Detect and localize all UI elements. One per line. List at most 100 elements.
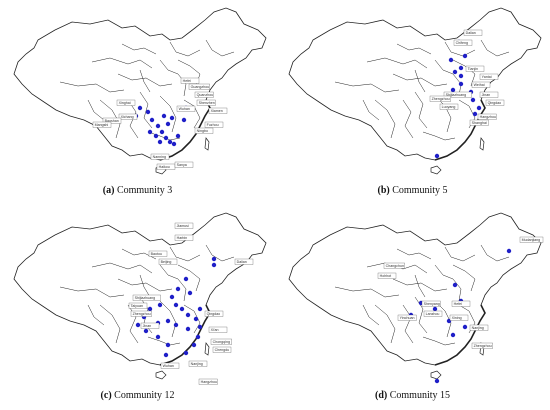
city-label: Wuhan bbox=[176, 105, 196, 112]
city-node bbox=[149, 117, 155, 123]
label-box bbox=[180, 77, 200, 84]
city-nodes bbox=[434, 39, 482, 159]
label-box bbox=[174, 222, 194, 229]
province-border bbox=[159, 95, 177, 133]
label-box bbox=[479, 91, 499, 98]
label-text: Chengdu bbox=[215, 348, 230, 352]
city-node bbox=[452, 69, 458, 75]
label-text: Ningbo bbox=[197, 129, 208, 133]
city-label: Jiamusi bbox=[174, 222, 194, 229]
label-text: Baoshan bbox=[105, 119, 119, 123]
province-border bbox=[169, 246, 201, 262]
label-text: Hefei bbox=[454, 302, 463, 306]
label-text: Zhengzhou bbox=[474, 344, 492, 348]
label-text: Haikou bbox=[159, 165, 170, 169]
city-node bbox=[137, 105, 143, 111]
panel-letter: (c) bbox=[100, 390, 112, 401]
city-label: Fuzhou bbox=[204, 121, 224, 128]
city-label: Nanjing bbox=[188, 360, 208, 367]
city-label: Shijiazhuang bbox=[132, 294, 161, 301]
taiwan-island bbox=[479, 137, 485, 151]
city-node bbox=[458, 65, 464, 71]
city-node bbox=[185, 326, 191, 332]
city-node bbox=[197, 306, 203, 312]
label-box bbox=[204, 310, 224, 317]
city-node bbox=[462, 324, 468, 330]
province-border bbox=[87, 99, 105, 121]
city-node bbox=[147, 129, 153, 135]
label-box bbox=[397, 314, 417, 321]
city-node bbox=[169, 115, 175, 121]
city-node bbox=[470, 97, 476, 103]
country-outline bbox=[13, 212, 267, 366]
panel-title: Community 3 bbox=[116, 185, 173, 196]
label-box bbox=[188, 360, 208, 367]
city-label: Shenyang bbox=[421, 300, 441, 307]
label-box bbox=[160, 362, 180, 369]
label-box bbox=[116, 99, 136, 106]
province-border bbox=[480, 39, 510, 57]
china-outline bbox=[288, 212, 542, 366]
label-text: Dalian bbox=[237, 260, 247, 264]
city-node bbox=[165, 318, 171, 324]
province-border bbox=[205, 39, 235, 57]
panel-title: Community 12 bbox=[114, 390, 175, 401]
province-border bbox=[422, 336, 456, 346]
label-text: Chifeng bbox=[456, 41, 468, 45]
label-box bbox=[174, 161, 194, 168]
city-label: Nanning bbox=[150, 153, 170, 160]
panel-a: Xinghai Xichang Baoshan Mangshi Guangzhou She… bbox=[0, 0, 275, 205]
label-box bbox=[188, 83, 210, 90]
province-border bbox=[169, 41, 201, 57]
city-node bbox=[173, 302, 179, 308]
label-text: Tianjin bbox=[468, 67, 478, 71]
city-label: Jinan bbox=[479, 91, 499, 98]
label-box bbox=[150, 153, 170, 160]
taiwan-island bbox=[204, 137, 210, 151]
city-label: Shijiazhuang bbox=[443, 91, 472, 98]
city-label: Weihai bbox=[471, 81, 491, 88]
label-text: Beijing bbox=[161, 260, 172, 264]
city-label: Xi'an bbox=[208, 326, 228, 333]
city-node bbox=[181, 117, 187, 123]
label-box bbox=[174, 234, 194, 241]
label-text: Yinchuan bbox=[400, 316, 415, 320]
province-border bbox=[422, 131, 456, 141]
city-node bbox=[167, 139, 173, 145]
city-label: Hangzhou bbox=[198, 378, 218, 385]
province-border bbox=[414, 69, 426, 93]
province-border bbox=[366, 57, 428, 69]
label-box bbox=[176, 105, 196, 112]
province-border bbox=[121, 43, 157, 55]
label-box bbox=[140, 322, 160, 329]
label-text: Mangshi bbox=[95, 123, 109, 127]
label-box bbox=[469, 324, 489, 331]
label-text: Nanning bbox=[153, 155, 166, 159]
label-text: Changchun bbox=[386, 264, 404, 268]
city-label: Quanzhou bbox=[194, 91, 214, 98]
country-outline bbox=[288, 7, 542, 161]
city-label: Chifeng bbox=[453, 39, 473, 46]
province-border bbox=[374, 99, 396, 139]
city-node bbox=[163, 135, 169, 141]
city-node bbox=[476, 105, 482, 111]
label-box bbox=[439, 103, 459, 110]
city-node bbox=[179, 306, 185, 312]
hainan-island bbox=[430, 370, 442, 380]
city-label: Ningbo bbox=[194, 127, 214, 134]
city-node bbox=[175, 133, 181, 139]
label-text: Qingdao bbox=[488, 101, 502, 105]
label-text: Hangzhou bbox=[480, 115, 496, 119]
city-node bbox=[197, 324, 203, 330]
province-border bbox=[444, 41, 476, 57]
label-text: Wuhan bbox=[163, 364, 174, 368]
city-label: Zhengzhou bbox=[471, 342, 493, 349]
province-border bbox=[177, 264, 201, 292]
panel-letter: (b) bbox=[377, 185, 390, 196]
panel-caption: (d) Community 15 bbox=[275, 390, 550, 401]
label-box bbox=[130, 310, 152, 317]
province-border bbox=[434, 264, 462, 302]
label-box bbox=[449, 314, 469, 321]
